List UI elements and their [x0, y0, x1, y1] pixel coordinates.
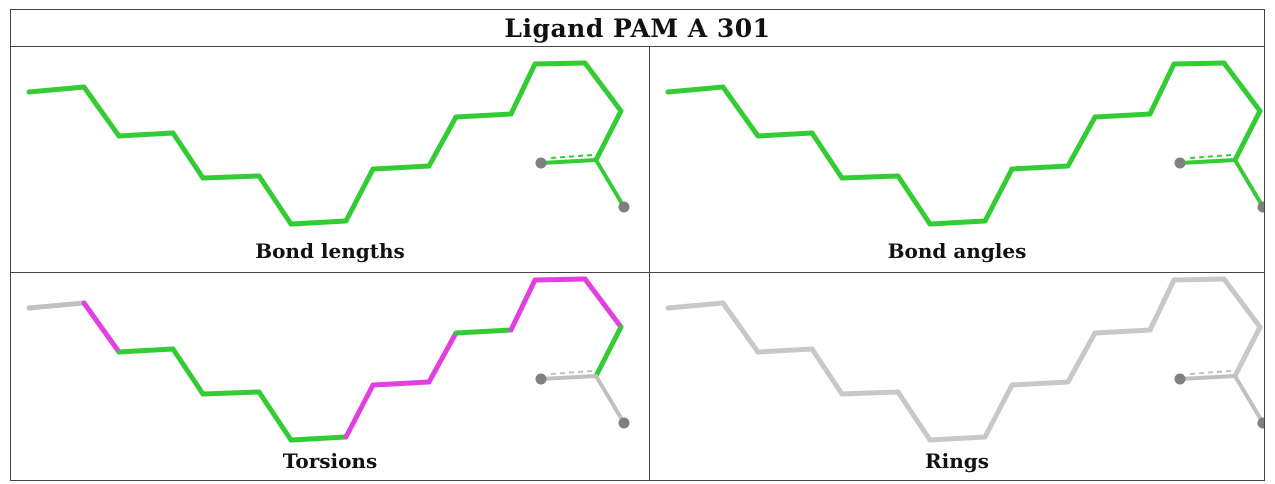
chain-bond: [1171, 60, 1227, 67]
chain-bond: [508, 61, 538, 117]
chain-bond: [426, 330, 459, 385]
chain-bond: [508, 277, 538, 333]
chain-bond: [1171, 276, 1227, 283]
chain-bond: [1221, 60, 1263, 114]
chain-bond: [1221, 276, 1263, 330]
carboxyl-bond: [594, 374, 626, 425]
carboxyl-bond: [539, 158, 598, 165]
chain-bond: [116, 130, 176, 139]
chain-bond: [809, 346, 845, 397]
chain-bond: [1065, 330, 1098, 385]
oxygen-atom: [535, 157, 547, 169]
chain-bond: [1232, 108, 1263, 163]
ligand-title: Ligand PAM A 301: [11, 10, 1264, 47]
ligand-structure-torsions: [26, 276, 630, 443]
chain-bond: [839, 173, 901, 181]
chain-bond: [116, 346, 176, 355]
chain-bond: [343, 382, 376, 440]
chain-bond: [755, 346, 815, 355]
chain-bond: [453, 111, 514, 120]
panel-torsions: Torsions: [11, 273, 650, 480]
oxygen-atom: [1174, 157, 1186, 169]
caption-rings: Rings: [924, 449, 989, 473]
panel-rings: Rings: [650, 273, 1264, 480]
chain-bond: [370, 379, 432, 388]
carboxyl-bond: [594, 158, 626, 209]
chain-bond: [200, 173, 262, 181]
chain-bond: [200, 389, 262, 397]
chain-bond: [532, 60, 588, 67]
chain-bond: [582, 276, 624, 330]
chain-bond: [1092, 111, 1153, 120]
chain-bond: [582, 60, 624, 114]
chain-bond: [256, 173, 294, 227]
chain-bond: [288, 434, 349, 443]
chain-bond: [26, 84, 87, 95]
chain-bond: [1232, 324, 1263, 379]
chain-bond: [982, 166, 1015, 224]
oxygen-atom: [618, 201, 630, 213]
carboxyl-bond: [1178, 158, 1237, 165]
caption-bond-angles: Bond angles: [887, 239, 1027, 263]
oxygen-atom: [1174, 373, 1186, 385]
chain-bond: [453, 327, 514, 336]
oxygen-atom: [1257, 417, 1264, 429]
chain-bond: [1147, 61, 1177, 117]
oxygen-atom: [1257, 201, 1264, 213]
chain-bond: [839, 389, 901, 397]
double-bond-dash: [1189, 154, 1232, 159]
validation-table: Ligand PAM A 301 Bond lengths Bond angle…: [10, 9, 1265, 481]
chain-bond: [895, 173, 933, 227]
chain-bond: [665, 300, 726, 311]
oxygen-atom: [535, 373, 547, 385]
chain-bond: [593, 108, 624, 163]
panel-bond-angles: Bond angles: [650, 47, 1264, 273]
chain-bond: [1065, 114, 1098, 169]
chain-bond: [256, 389, 294, 443]
double-bond-dash: [1189, 370, 1232, 375]
chain-bond: [927, 218, 988, 227]
carboxyl-bond: [539, 374, 598, 381]
ligand-structure-bond-lengths: [26, 60, 630, 227]
chain-bond: [755, 130, 815, 139]
chain-bond: [426, 114, 459, 169]
chain-bond: [1147, 277, 1177, 333]
chain-bond: [81, 300, 122, 355]
chain-bond: [1009, 163, 1071, 172]
chain-bond: [593, 324, 624, 379]
chain-bond: [895, 389, 933, 443]
chain-bond: [982, 382, 1015, 440]
carboxyl-bond: [1233, 374, 1264, 425]
chain-bond: [81, 84, 122, 139]
double-bond-dash: [550, 370, 593, 375]
chain-bond: [809, 130, 845, 181]
carboxyl-bond: [1178, 374, 1237, 381]
chain-bond: [720, 300, 761, 355]
chain-bond: [370, 163, 432, 172]
carboxyl-bond: [1233, 158, 1264, 209]
ligand-structure-rings: [665, 276, 1264, 443]
panel-bond-lengths: Bond lengths: [11, 47, 650, 273]
oxygen-atom: [618, 417, 630, 429]
chain-bond: [665, 84, 726, 95]
chain-bond: [288, 218, 349, 227]
double-bond-dash: [550, 154, 593, 159]
chain-bond: [26, 300, 87, 311]
chain-bond: [170, 130, 206, 181]
chain-bond: [1009, 379, 1071, 388]
chain-bond: [170, 346, 206, 397]
chain-bond: [532, 276, 588, 283]
ligand-structure-bond-angles: [665, 60, 1264, 227]
chain-bond: [343, 166, 376, 224]
chain-bond: [720, 84, 761, 139]
chain-bond: [927, 434, 988, 443]
chain-bond: [1092, 327, 1153, 336]
caption-bond-lengths: Bond lengths: [255, 239, 405, 263]
caption-torsions: Torsions: [282, 449, 378, 473]
